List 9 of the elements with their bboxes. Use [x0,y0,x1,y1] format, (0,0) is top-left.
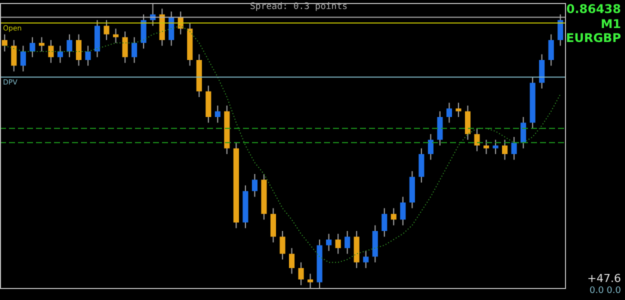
candlestick [57,46,63,63]
text: 0.0 0.0 [590,286,621,296]
text: M1 [600,17,621,31]
candlestick [483,140,490,154]
text: 0.86438 [566,2,621,16]
chart-title: Spread: 0.3 points [250,2,348,12]
text: EURGBP [566,31,621,45]
candlestick [308,274,314,288]
text: +47.6 [587,272,621,285]
